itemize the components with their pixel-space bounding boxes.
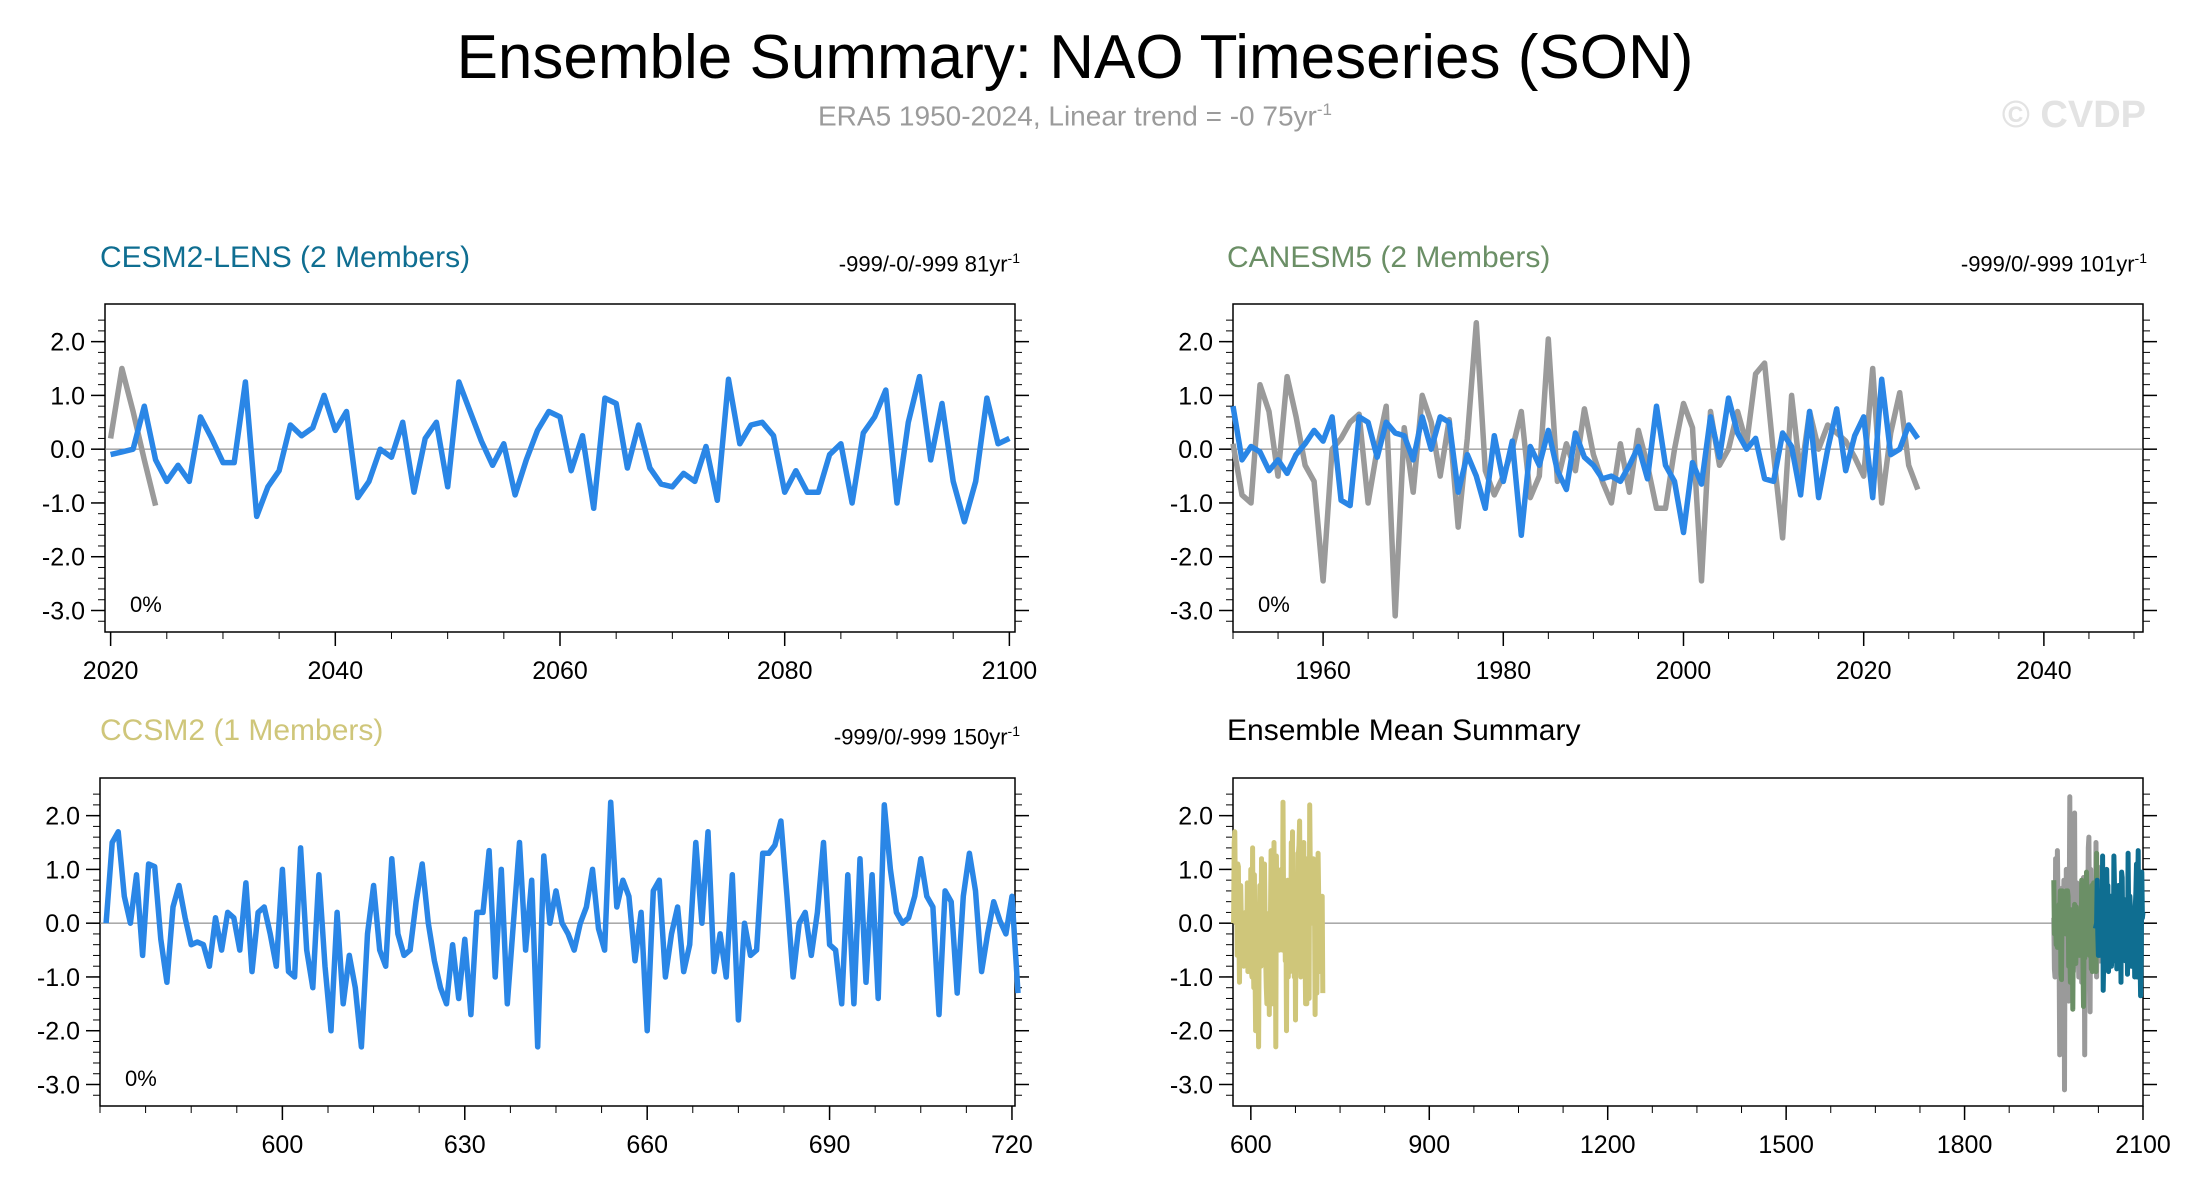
- y-tick-label: 0.0: [50, 436, 85, 464]
- x-tick-label: 2100: [2115, 1131, 2171, 1159]
- series-line-ccsm2: [103, 799, 1021, 1050]
- y-tick-label: -2.0: [1170, 1018, 1213, 1046]
- percent-label: 0%: [130, 592, 162, 617]
- trend-text: -999/0/-999 150yr: [833, 724, 1008, 750]
- y-tick-label: 0.0: [45, 910, 80, 938]
- x-tick-label: 2020: [1836, 657, 1892, 685]
- x-tick-label: 690: [809, 1131, 851, 1159]
- y-tick-label: -2.0: [1170, 544, 1213, 572]
- panel-title-ensmean: Ensemble Mean Summary: [1227, 714, 1581, 747]
- panel-ccsm2: 2.0 1.0 0.0 -1.0 -2.0 -3.0 600 630 660 690 720 0%: [37, 777, 1033, 1159]
- x-tick-label: 630: [444, 1131, 486, 1159]
- x-tick-label: 2000: [1656, 657, 1712, 685]
- y-tick-label: 2.0: [1178, 329, 1213, 357]
- series-line-canesm5: [1230, 376, 1921, 538]
- series-line-canesm5: [2051, 850, 2102, 1012]
- panel-title-cesm2: CESM2-LENS (2 Members): [100, 241, 471, 274]
- panel-trend-ccsm2: -999/0/-999 150yr-1: [834, 723, 1020, 750]
- percent-label: 0%: [125, 1066, 157, 1091]
- y-tick-label: 2.0: [1178, 803, 1213, 831]
- panel-cesm2: 2.0 1.0 0.0 -1.0 -2.0 -3.0 2020 2040 2060 2080 210…: [42, 303, 1038, 685]
- plot-frame: [1232, 777, 2144, 1107]
- y-tick-label: 0.0: [1178, 910, 1213, 938]
- x-tick-label: 1500: [1758, 1131, 1814, 1159]
- x-tick-label: 720: [991, 1131, 1033, 1159]
- x-tick-label: 2020: [83, 657, 139, 685]
- series-line-cesm2-lens: [109, 373, 1011, 525]
- trend-text: -999/-0/-999 81yr: [838, 251, 1008, 277]
- panel-ensmean: 2.0 1.0 0.0 -1.0 -2.0 -3.0 600 900 1200 1500 1800 2…: [1170, 777, 2171, 1159]
- series-line-cesm2-lens: [2092, 848, 2146, 999]
- y-tick-label: -3.0: [42, 597, 85, 625]
- x-tick-label: 2060: [532, 657, 588, 685]
- plot-frame: [1232, 303, 2144, 633]
- y-tick-label: -3.0: [1170, 1071, 1213, 1099]
- panel-title-canesm5: CANESM5 (2 Members): [1227, 241, 1551, 274]
- y-tick-label: 2.0: [45, 803, 80, 831]
- panel-trend-canesm5: -999/0/-999 101yr-1: [1961, 250, 2147, 277]
- trend-sup: -1: [1007, 250, 1020, 266]
- y-tick-label: 1.0: [50, 382, 85, 410]
- x-tick-label: 1800: [1937, 1131, 1993, 1159]
- page-title: Ensemble Summary: NAO Timeseries (SON): [456, 23, 1694, 92]
- series-line-ccsm2: [1231, 799, 1326, 1050]
- y-tick-label: 1.0: [1178, 382, 1213, 410]
- watermark: © CVDP: [2001, 94, 2146, 136]
- trend-text: -999/0/-999 101yr: [1960, 251, 2135, 277]
- x-tick-label: 900: [1408, 1131, 1450, 1159]
- y-tick-label: 1.0: [45, 856, 80, 884]
- y-tick-label: -3.0: [1170, 597, 1213, 625]
- y-tick-label: 2.0: [50, 329, 85, 357]
- x-tick-label: 1980: [1475, 657, 1531, 685]
- y-tick-label: 0.0: [1178, 436, 1213, 464]
- plot-frame: [104, 303, 1016, 633]
- y-tick-label: 1.0: [1178, 856, 1213, 884]
- panel-title-ccsm2: CCSM2 (1 Members): [100, 714, 384, 747]
- trend-sup: -1: [2134, 250, 2147, 266]
- x-tick-label: 2080: [757, 657, 813, 685]
- trend-sup: -1: [1007, 723, 1020, 739]
- x-tick-label: 660: [626, 1131, 668, 1159]
- x-tick-label: 1200: [1580, 1131, 1636, 1159]
- page-subtitle: ERA5 1950-2024, Linear trend = -0 75yr-1: [0, 100, 2150, 132]
- x-tick-label: 2040: [307, 657, 363, 685]
- x-tick-label: 2100: [982, 657, 1038, 685]
- subtitle-sup: -1: [1316, 100, 1332, 119]
- y-tick-label: -3.0: [37, 1071, 80, 1099]
- x-tick-label: 2040: [2016, 657, 2072, 685]
- y-tick-label: -2.0: [42, 544, 85, 572]
- subtitle-text: ERA5 1950-2024, Linear trend = -0 75yr: [818, 100, 1317, 132]
- percent-label: 0%: [1258, 592, 1290, 617]
- y-tick-label: -1.0: [1170, 490, 1213, 518]
- series-line-era5: [107, 365, 159, 507]
- panel-trend-cesm2: -999/-0/-999 81yr-1: [839, 250, 1020, 277]
- y-tick-label: -1.0: [42, 490, 85, 518]
- x-tick-label: 600: [1230, 1131, 1272, 1159]
- y-tick-label: -1.0: [37, 964, 80, 992]
- x-tick-label: 600: [262, 1131, 304, 1159]
- x-tick-label: 1960: [1295, 657, 1351, 685]
- panel-canesm5: 2.0 1.0 0.0 -1.0 -2.0 -3.0 1960 1980 2000 2020 204…: [1170, 303, 2157, 685]
- y-tick-label: -1.0: [1170, 964, 1213, 992]
- y-tick-label: -2.0: [37, 1018, 80, 1046]
